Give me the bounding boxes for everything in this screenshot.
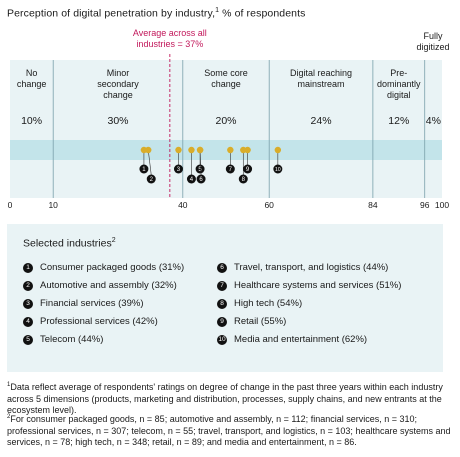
legend-label: Retail (55%)	[234, 316, 287, 327]
legend-label: Telecom (44%)	[40, 334, 104, 345]
legend-number-badge: 10	[217, 334, 227, 345]
average-label: Average across all	[133, 28, 207, 38]
legend-number-badge: 7	[217, 280, 227, 291]
band-label: No	[26, 68, 38, 78]
legend-item: 6 Travel, transport, and logistics (44%)	[217, 262, 388, 273]
point-marker-10	[273, 164, 283, 174]
fully-digitized-label: digitized	[416, 42, 449, 52]
legend-item: 3 Financial services (39%)	[23, 298, 143, 309]
point-connector	[199, 149, 202, 176]
point-marker-4	[186, 174, 196, 184]
average-label: industries = 37%	[136, 39, 203, 49]
legend-box: Selected industries2 1 Consumer packaged …	[7, 224, 443, 372]
legend-label: High tech (54%)	[234, 298, 303, 309]
point-marker-2	[146, 174, 156, 184]
legend-number-badge: 1	[23, 262, 33, 273]
fully-digitized-label: Fully	[423, 31, 443, 41]
legend-label: Healthcare systems and services (51%)	[234, 280, 402, 291]
legend-item: 5 Telecom (44%)	[23, 334, 103, 345]
x-tick-label: 60	[264, 200, 274, 210]
x-tick-label: 40	[178, 200, 188, 210]
point-connector	[147, 149, 152, 176]
band-label: Minor	[107, 68, 130, 78]
data-point-3	[175, 146, 182, 154]
x-tick-label: 10	[48, 200, 58, 210]
point-number: 2	[150, 177, 154, 183]
data-point-4	[188, 146, 195, 154]
point-number: 7	[229, 167, 233, 173]
point-number: 8	[242, 177, 246, 183]
legend-number-badge: 9	[217, 316, 227, 327]
legend-label: Financial services (39%)	[40, 298, 144, 309]
point-marker-8	[238, 174, 248, 184]
band-label: Digital reaching	[290, 68, 352, 78]
legend-number-badge: 3	[23, 298, 33, 309]
point-number: 3	[177, 167, 181, 173]
band-label: mainstream	[298, 79, 345, 89]
legend-item: 7 Healthcare systems and services (51%)	[217, 280, 401, 291]
band-label: Pre-	[390, 68, 407, 78]
legend-label: Consumer packaged goods (31%)	[40, 262, 185, 273]
x-tick-label: 0	[8, 200, 13, 210]
chart-title: Perception of digital penetration by ind…	[7, 7, 306, 20]
band-label: secondary	[97, 79, 139, 89]
point-number: 4	[190, 177, 194, 183]
band-label: digital	[387, 90, 411, 100]
data-point-9	[244, 146, 251, 154]
data-point-10	[274, 146, 282, 154]
point-marker-6	[196, 174, 206, 184]
band-label: change	[103, 90, 133, 100]
legend-number-badge: 6	[217, 262, 227, 273]
legend-title: Selected industries2	[23, 237, 116, 250]
data-point-2	[145, 146, 152, 154]
band-label: change	[17, 79, 47, 89]
point-number: 5	[198, 167, 202, 173]
band-label: Some core	[204, 68, 248, 78]
point-marker-3	[173, 164, 183, 174]
legend-label: Automotive and assembly (32%)	[40, 280, 177, 291]
legend-item: 4 Professional services (42%)	[23, 316, 158, 327]
legend-number-badge: 8	[217, 298, 227, 309]
legend-number-badge: 4	[23, 316, 33, 327]
band-label: change	[211, 79, 241, 89]
footnote-1: 1Data reflect average of respondents' ra…	[7, 382, 443, 415]
point-number: 1	[142, 167, 146, 173]
footnote-2: 2For consumer packaged goods, n = 85; au…	[7, 414, 451, 447]
band-percent: 10%	[21, 115, 42, 127]
legend-number-badge: 2	[23, 280, 33, 291]
band-percent: 24%	[311, 115, 332, 127]
band-label: dominantly	[377, 79, 421, 89]
point-marker-7	[225, 164, 235, 174]
band-percent: 12%	[388, 115, 409, 127]
legend-number-badge: 5	[23, 334, 33, 345]
legend-label: Professional services (42%)	[40, 316, 158, 327]
point-number: 6	[199, 177, 203, 183]
point-number: 10	[275, 167, 281, 173]
point-marker-1	[139, 164, 149, 174]
legend-label: Media and entertainment (62%)	[234, 334, 368, 345]
legend-item: 8 High tech (54%)	[217, 298, 302, 309]
legend-item: 10 Media and entertainment (62%)	[217, 334, 367, 345]
points-strip	[10, 140, 442, 160]
x-tick-label: 84	[368, 200, 378, 210]
x-tick-label: 96	[420, 200, 430, 210]
band-percent: 4%	[426, 115, 441, 127]
band-percent: 20%	[215, 115, 236, 127]
x-tick-label: 100	[435, 200, 449, 210]
legend-item: 1 Consumer packaged goods (31%)	[23, 262, 184, 273]
point-marker-9	[243, 164, 253, 174]
data-point-7	[227, 146, 234, 154]
point-number: 9	[246, 167, 250, 173]
point-marker-5	[195, 164, 205, 174]
legend-item: 2 Automotive and assembly (32%)	[23, 280, 177, 291]
band-percent: 30%	[107, 115, 128, 127]
legend-label: Travel, transport, and logistics (44%)	[234, 262, 389, 273]
data-point-6	[196, 146, 204, 154]
band-background	[10, 60, 442, 198]
legend-item: 9 Retail (55%)	[217, 316, 286, 327]
